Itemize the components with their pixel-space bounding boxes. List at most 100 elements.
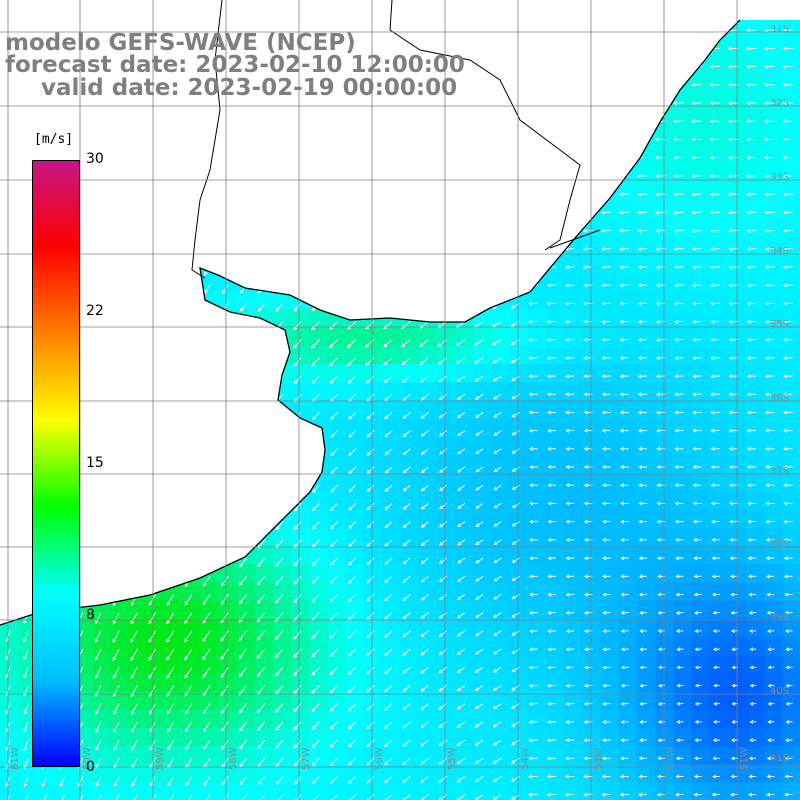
wind-arrow [620,465,629,469]
wind-arrow [384,466,393,474]
wind-arrow [438,794,448,800]
wind-arrow [674,446,684,451]
wind-arrow [275,757,284,767]
wind-arrow [420,430,429,437]
wind-speed-cell [145,728,165,747]
wind-arrow [420,484,429,492]
wind-speed-cell [109,746,128,765]
wind-speed-cell [400,655,420,674]
wind-arrow [275,776,284,785]
wind-speed-cell [728,54,747,74]
latitude-label: 31S [770,24,789,35]
wind-speed-cell [709,564,729,583]
wind-speed-cell [455,546,474,565]
wind-arrow [131,794,138,800]
wind-arrow [348,484,357,493]
wind-speed-cell [764,455,784,474]
wind-speed-cell [145,691,165,711]
wind-speed-cell [364,746,383,765]
wind-arrow [166,703,175,715]
wind-speed-cell [309,655,329,674]
wind-speed-cell [673,600,693,620]
wind-speed-cell [145,600,165,620]
wind-arrow [438,393,448,401]
wind-arrow [475,630,484,637]
wind-arrow [639,665,648,670]
wind-arrow [420,412,429,419]
wind-arrow [782,228,793,233]
wind-speed-cell [455,509,474,529]
wind-speed-cell [764,746,784,765]
wind-arrow [366,557,375,566]
wind-speed-cell [709,728,729,747]
wind-speed-cell [436,564,456,583]
wind-speed-cell [782,673,800,693]
wind-arrow [456,648,466,655]
wind-speed-cell [655,455,674,474]
wind-arrow [746,247,757,251]
wind-speed-cell [728,455,747,474]
wind-arrow [184,594,193,606]
wind-arrow [619,792,629,797]
wind-arrow [202,648,211,661]
wind-speed-cell [691,182,711,201]
wind-arrow [493,648,502,655]
wind-arrow [311,339,320,349]
latitude-label: 39S [770,612,789,623]
wind-arrow [785,701,793,706]
wind-speed-cell [618,509,638,529]
wind-speed-cell [764,491,784,511]
wind-arrow [546,319,557,324]
wind-arrow [710,283,720,288]
wind-speed-cell [345,728,365,747]
wind-arrow [784,574,793,579]
wind-arrow [783,283,793,288]
wind-arrow [746,265,757,270]
wind-arrow [675,592,684,597]
wind-speed-cell [418,455,438,474]
wind-speed-cell [655,782,674,800]
latitude-label: 36S [770,393,789,404]
wind-speed-cell [637,764,656,784]
wind-arrow [565,556,575,561]
colorbar-tick-0: 0 [86,759,95,775]
wind-arrow [384,393,393,401]
wind-speed-cell [509,382,529,401]
wind-speed-cell [655,218,674,238]
wind-arrow [438,594,448,601]
wind-arrow [766,792,775,797]
wind-arrow [528,392,538,397]
wind-arrow [765,465,775,469]
wind-arrow [637,247,648,251]
wind-speed-cell [673,546,693,565]
wind-arrow [492,721,502,728]
wind-speed-cell [546,564,565,583]
wind-speed-cell [382,509,401,529]
wind-speed-cell [91,709,110,729]
wind-arrow [329,757,338,766]
wind-arrow [438,721,448,728]
wind-speed-cell [509,309,529,329]
wind-speed-cell [382,709,401,729]
wind-speed-cell [455,473,474,492]
wind-speed-cell [309,637,329,656]
wind-arrow [637,410,648,415]
wind-arrow [166,594,175,606]
wind-speed-cell [491,655,511,674]
wind-arrow [673,301,684,306]
wind-arrow [783,374,793,379]
wind-arrow [692,356,702,361]
wind-arrow [23,667,29,679]
wind-speed-cell [564,382,583,401]
wind-arrow [275,630,284,641]
wind-arrow [712,647,720,652]
wind-arrow [257,794,266,800]
wind-arrow [782,28,793,33]
wind-speed-cell [527,746,547,765]
wind-arrow [693,574,702,579]
wind-speed-cell [728,600,747,620]
wind-arrow [727,46,739,51]
wind-arrow [619,374,629,379]
wind-speed-cell [600,436,620,456]
wind-arrow [94,648,102,662]
